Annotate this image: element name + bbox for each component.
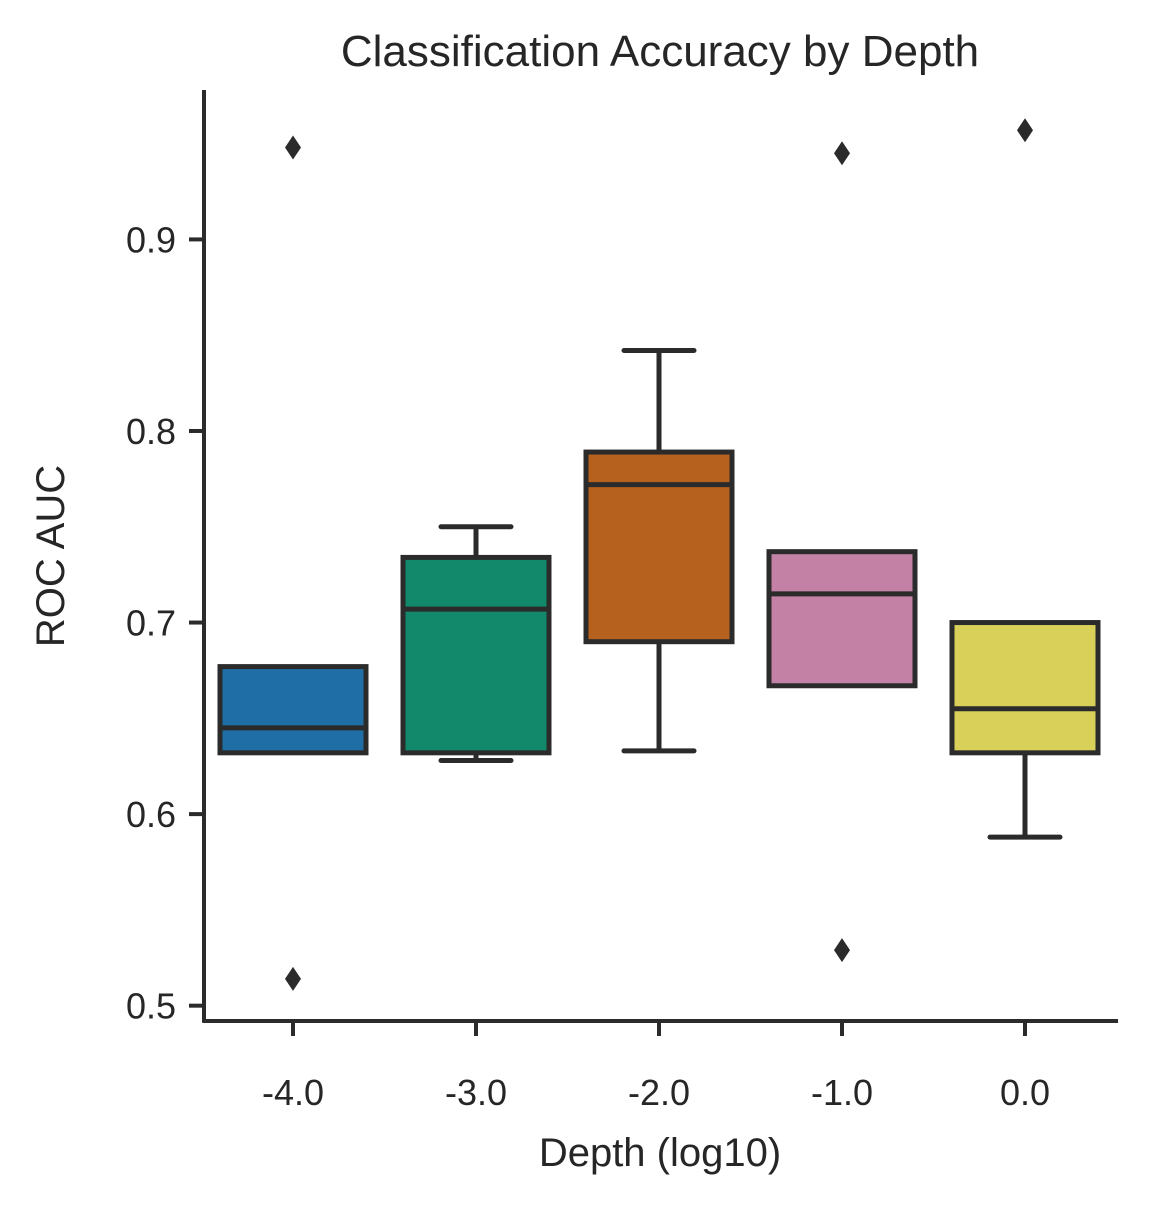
box--3.0 [400,554,552,756]
x-axis-label: Depth (log10) [539,1131,781,1175]
box-0.0 [949,620,1101,756]
x-tick-label: 0.0 [1000,1072,1050,1113]
x-tick-label: -4.0 [262,1072,324,1113]
box--1.0 [766,549,918,689]
outlier-point [1017,118,1033,143]
x-tick-label: -2.0 [628,1072,690,1113]
box--2.0 [583,449,735,645]
y-tick-label: 0.7 [126,603,176,644]
plot-area: 0.5 0.6 0.7 0.8 0.9 -4.0 -3.0 -2.0 -1.0 0.0 [126,90,1118,1113]
chart-title: Classification Accuracy by Depth [341,27,979,76]
box--4.0 [217,664,369,756]
x-tick-label: -3.0 [445,1072,507,1113]
y-tick-label: 0.9 [126,219,176,260]
y-axis-label: ROC AUC [29,465,73,647]
outlier-point [285,966,301,991]
x-tick-label: -1.0 [811,1072,873,1113]
y-tick-label: 0.6 [126,794,176,835]
outlier-point [834,938,850,963]
y-tick-label: 0.5 [126,986,176,1027]
y-tick-label: 0.8 [126,411,176,452]
outlier-point [285,135,301,160]
outlier-point [834,141,850,166]
